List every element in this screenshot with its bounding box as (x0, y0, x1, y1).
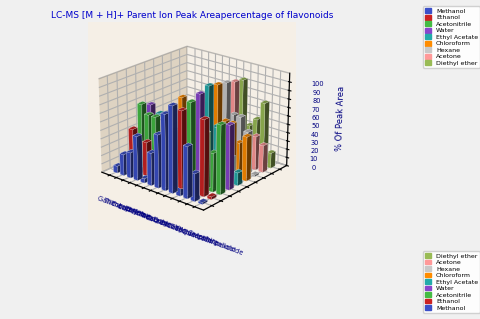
Legend: Diethyl ether, Acetone, Hexane, Chloroform, Ethyl Acetate, Water, Acetonitrile, : Diethyl ether, Acetone, Hexane, Chlorofo… (423, 251, 480, 313)
Title: LC-MS [M + H]+ Parent Ion Peak Areapercentage of flavonoids: LC-MS [M + H]+ Parent Ion Peak Areaperce… (51, 11, 333, 20)
Legend: Methanol, Ethanol, Acetonitrile, Water, Ethyl Acetate, Chloroform, Hexane, Aceto: Methanol, Ethanol, Acetonitrile, Water, … (423, 6, 480, 68)
